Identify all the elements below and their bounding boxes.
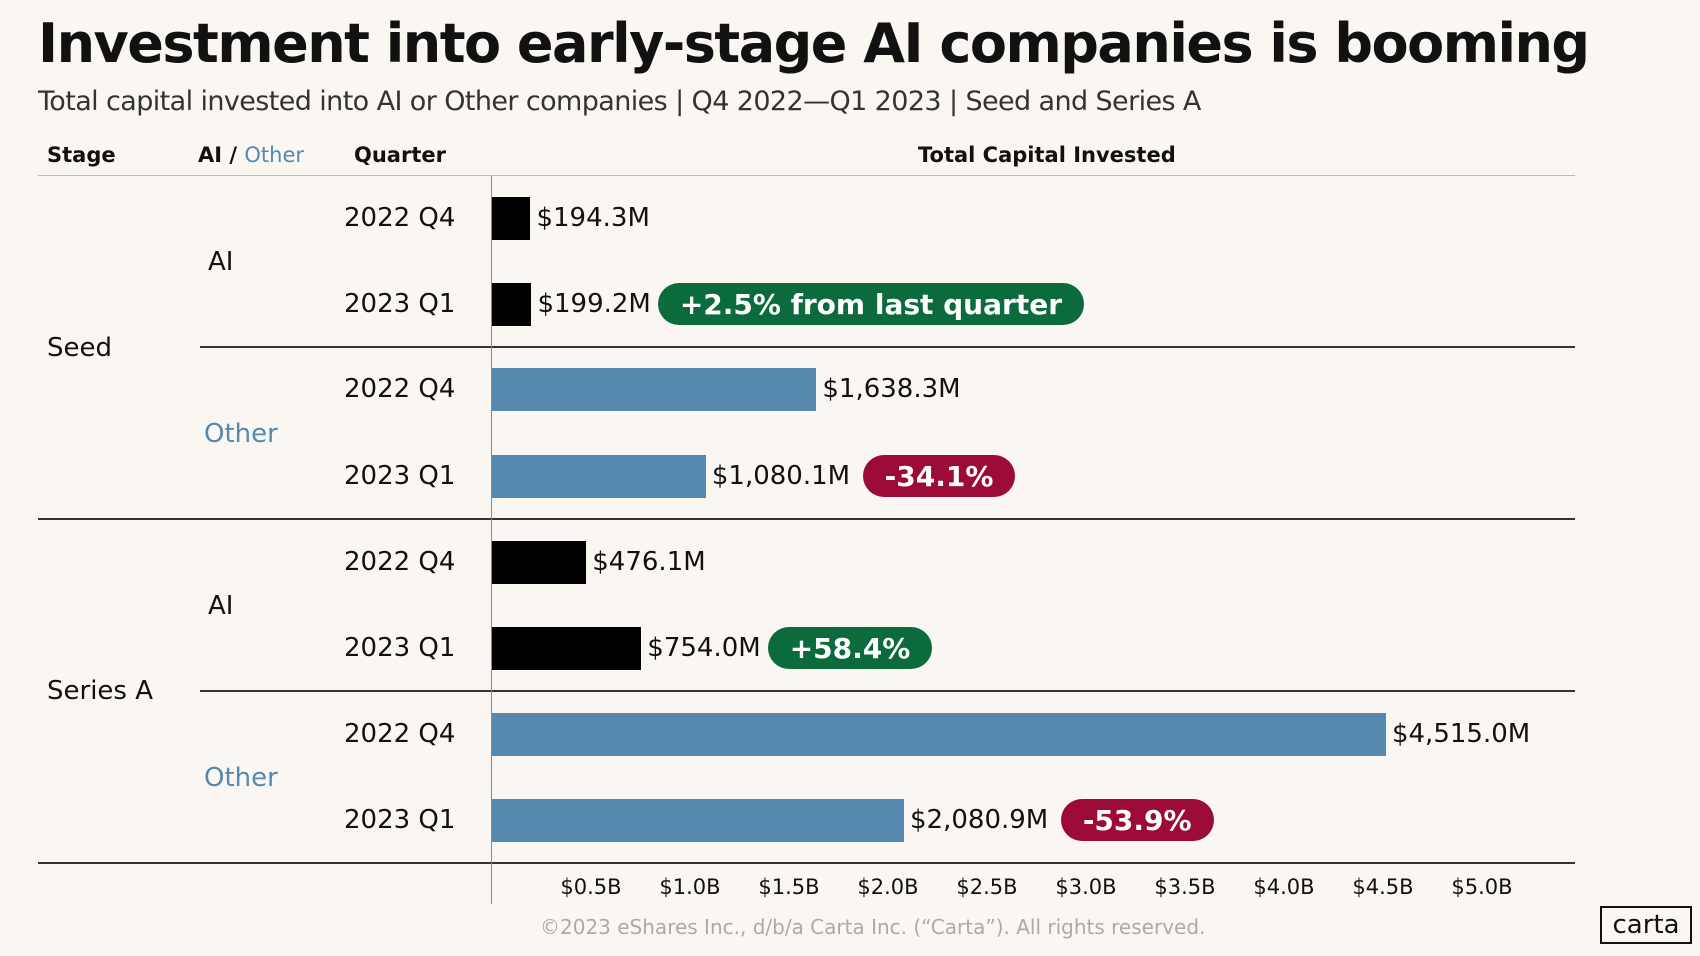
x-tick-label: $2.5B bbox=[956, 875, 1018, 899]
x-tick-label: $0.5B bbox=[560, 875, 622, 899]
x-tick-label: $3.5B bbox=[1154, 875, 1216, 899]
bar-value-label: $199.2M bbox=[537, 289, 651, 319]
header-stage: Stage bbox=[47, 143, 116, 167]
x-tick-label: $3.0B bbox=[1055, 875, 1117, 899]
bar-value-label: $194.3M bbox=[536, 203, 650, 233]
stage-divider bbox=[38, 518, 1575, 520]
change-badge-positive: +2.5% from last quarter bbox=[657, 283, 1084, 325]
header-other: Other bbox=[244, 143, 305, 167]
bar-other bbox=[492, 455, 706, 498]
x-tick-label: $5.0B bbox=[1451, 875, 1513, 899]
quarter-label: 2023 Q1 bbox=[344, 633, 456, 663]
header-divider bbox=[38, 175, 1575, 176]
x-tick-label: $1.0B bbox=[659, 875, 721, 899]
stage-label-series-a: Series A bbox=[47, 676, 154, 706]
bar-other bbox=[492, 713, 1386, 756]
header-ai: AI bbox=[198, 143, 223, 167]
group-label-other: Other bbox=[204, 419, 278, 449]
bar-value-label: $754.0M bbox=[647, 633, 761, 663]
group-divider bbox=[200, 690, 1575, 692]
carta-logo: carta bbox=[1600, 906, 1692, 944]
x-tick-label: $1.5B bbox=[758, 875, 820, 899]
chart-subtitle: Total capital invested into AI or Other … bbox=[38, 86, 1201, 117]
bar-ai bbox=[492, 541, 587, 584]
header-ai-other: AI / Other bbox=[198, 143, 304, 167]
bar-value-label: $2,080.9M bbox=[910, 805, 1049, 835]
quarter-label: 2022 Q4 bbox=[344, 374, 456, 404]
bar-ai bbox=[492, 197, 531, 240]
change-badge-negative: -53.9% bbox=[1060, 799, 1214, 841]
bar-ai bbox=[492, 283, 532, 326]
axis-line bbox=[38, 862, 1575, 864]
bar-value-label: $4,515.0M bbox=[1391, 719, 1531, 749]
quarter-label: 2022 Q4 bbox=[344, 547, 456, 577]
stage-label-seed: Seed bbox=[47, 333, 112, 363]
quarter-label: 2023 Q1 bbox=[344, 805, 456, 835]
quarter-label: 2023 Q1 bbox=[344, 461, 456, 491]
quarter-label: 2022 Q4 bbox=[344, 203, 456, 233]
bar-value-label: $1,080.1M bbox=[711, 461, 851, 491]
x-tick-label: $4.5B bbox=[1352, 875, 1414, 899]
change-badge-positive: +58.4% bbox=[767, 627, 933, 669]
copyright-footer: ©2023 eShares Inc., d/b/a Carta Inc. (“C… bbox=[540, 915, 1206, 939]
group-label-ai: AI bbox=[208, 591, 234, 621]
bar-value-label: $476.1M bbox=[592, 547, 706, 577]
header-quarter: Quarter bbox=[354, 143, 446, 167]
bar-other bbox=[492, 799, 905, 842]
bar-ai bbox=[492, 627, 642, 670]
quarter-label: 2023 Q1 bbox=[344, 289, 456, 319]
group-label-other: Other bbox=[204, 763, 278, 793]
group-label-ai: AI bbox=[208, 247, 234, 277]
bar-other bbox=[492, 368, 817, 411]
header-slash: / bbox=[222, 143, 245, 167]
quarter-label: 2022 Q4 bbox=[344, 719, 456, 749]
group-divider bbox=[200, 346, 1575, 348]
bar-value-label: $1,638.3M bbox=[822, 374, 961, 404]
header-total: Total Capital Invested bbox=[918, 143, 1176, 167]
chart-title: Investment into early-stage AI companies… bbox=[38, 12, 1590, 75]
x-tick-label: $4.0B bbox=[1253, 875, 1315, 899]
y-axis-line bbox=[491, 176, 492, 904]
x-tick-label: $2.0B bbox=[857, 875, 919, 899]
change-badge-negative: -34.1% bbox=[862, 455, 1016, 497]
